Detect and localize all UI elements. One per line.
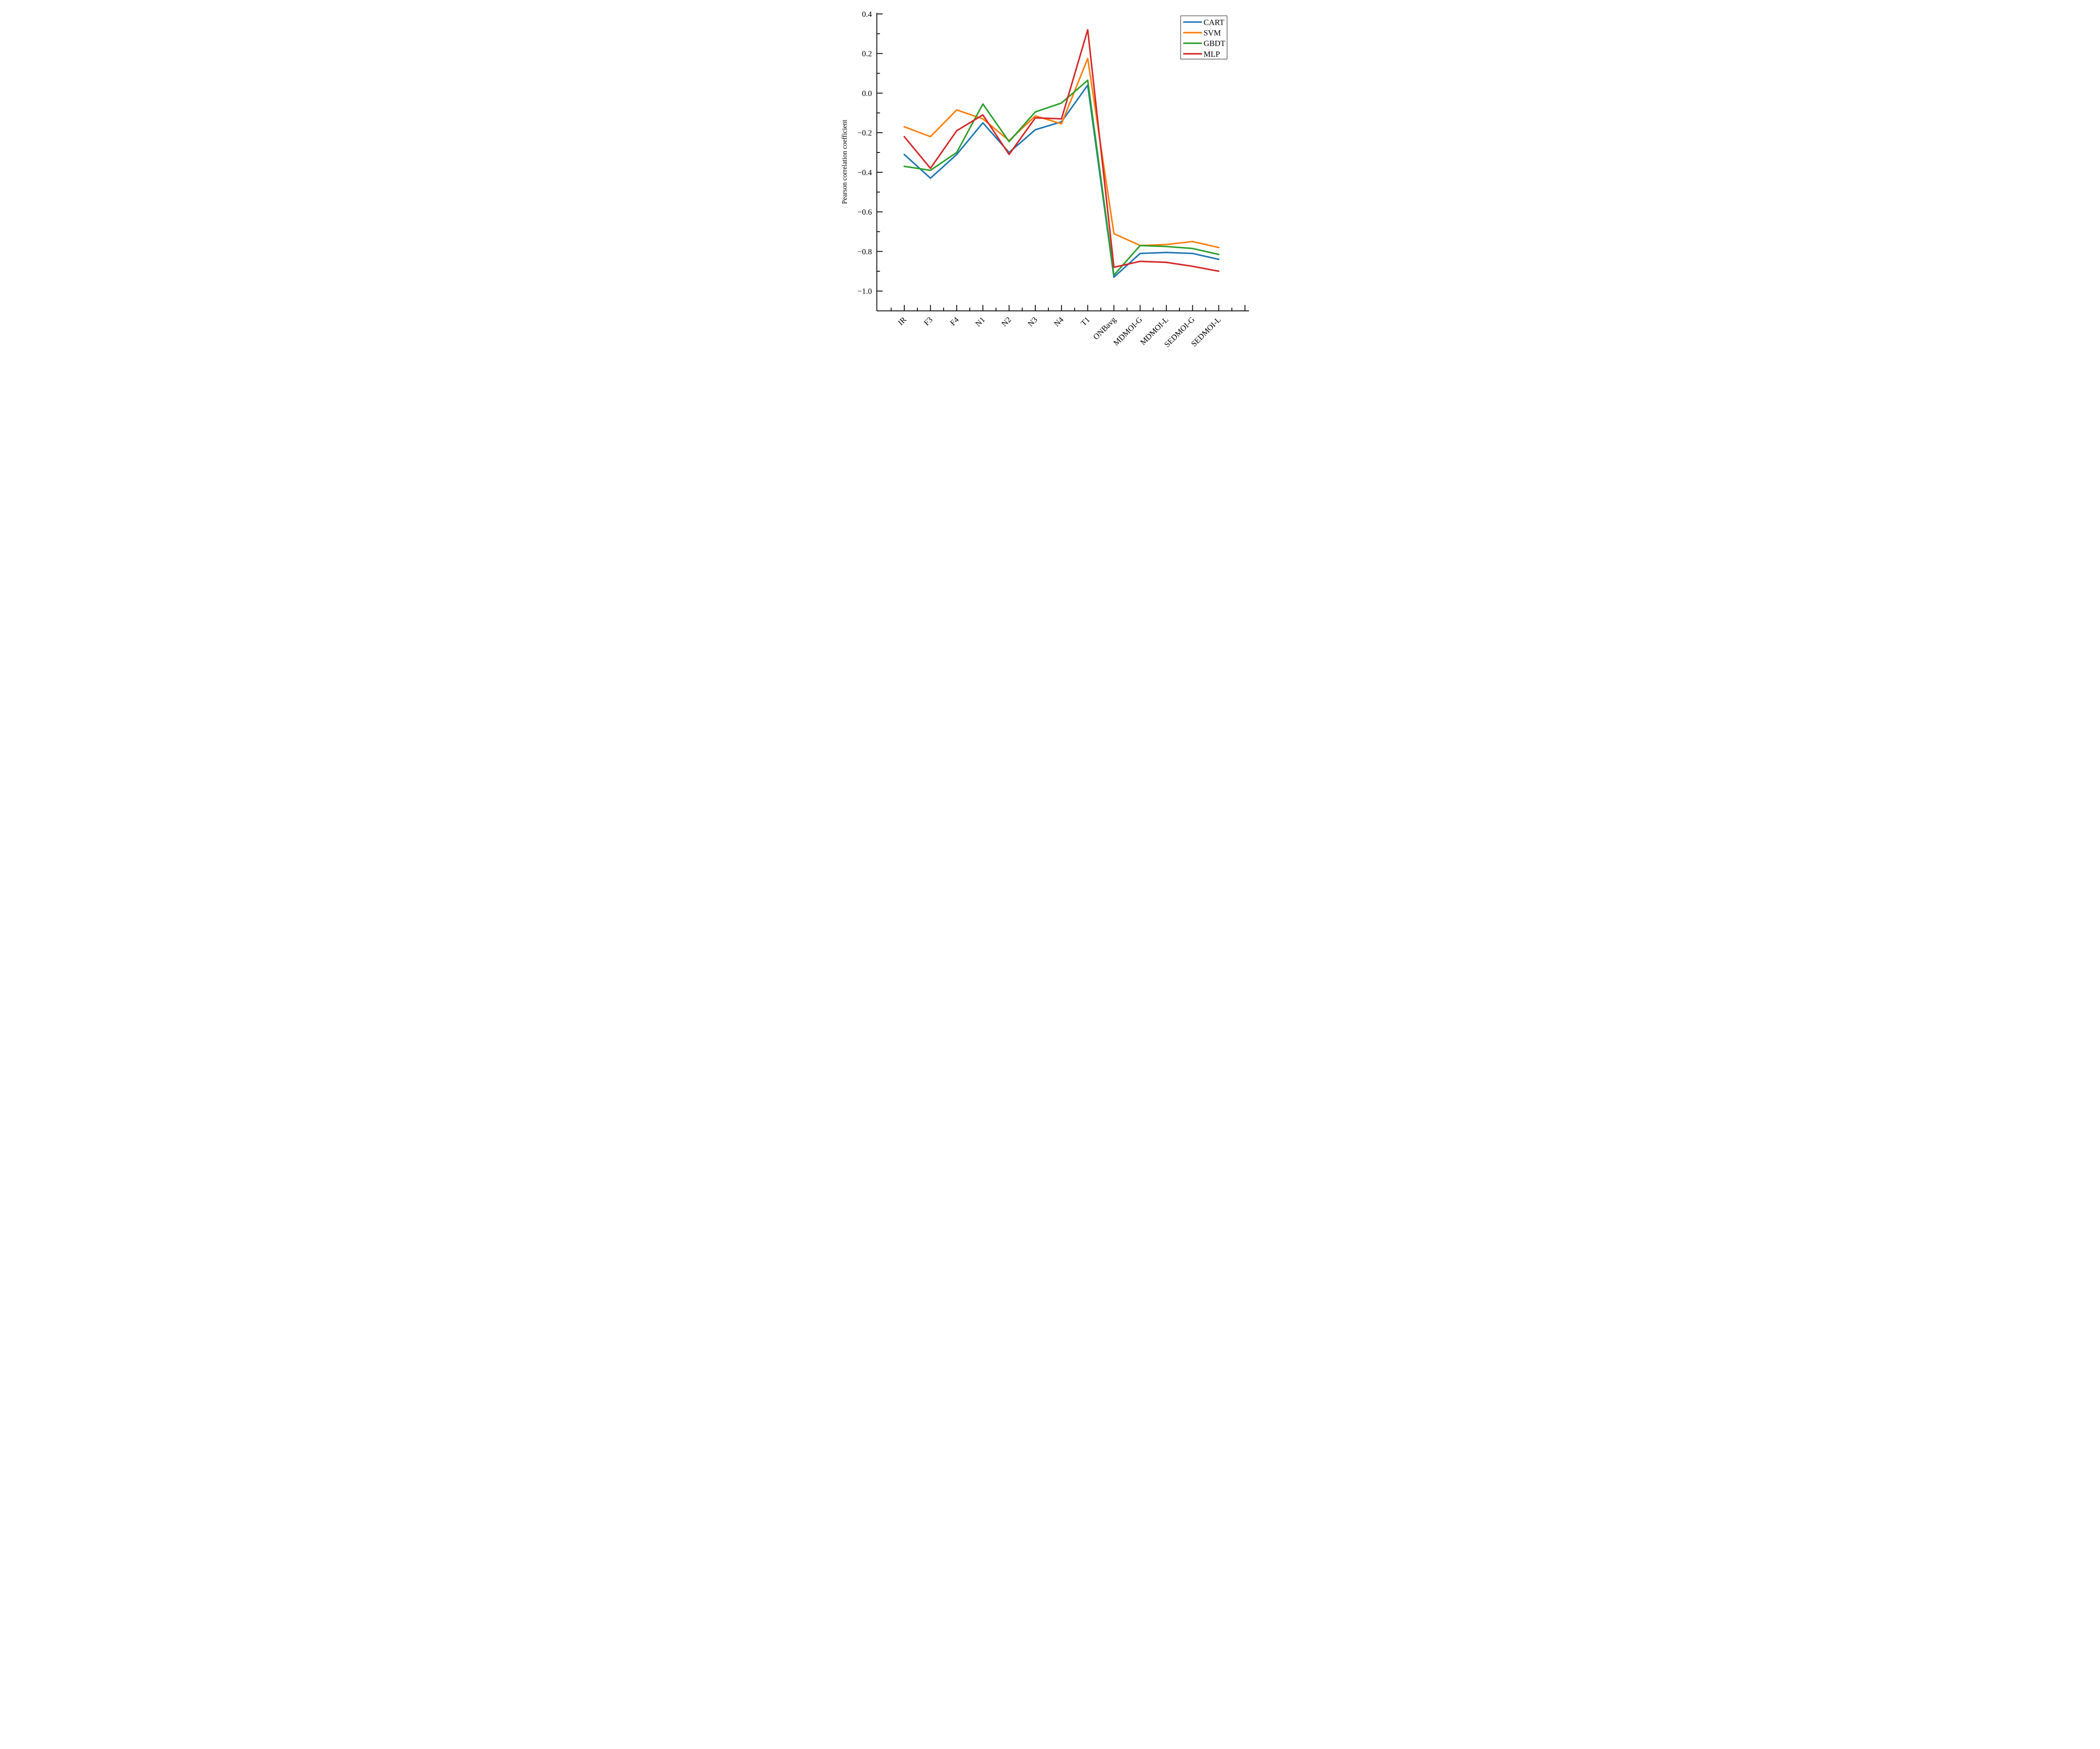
x-tick-label: N2 [1000,315,1013,328]
y-tick-label: 0.2 [862,50,872,58]
x-tick-label: IR [896,315,908,328]
y-tick-label: 0.4 [862,10,872,19]
series-line-gbdt [903,79,1220,276]
series-line-mlp [903,29,1220,272]
plot-lines [903,29,1220,278]
y-tick-label: −0.6 [857,208,872,217]
y-tick-label: −0.8 [857,247,872,256]
axes: 0.4 0.2 0.0 −0.2 −0.4 −0.6 −0.8 −1.0 IR F3 F4 N1 N2 N… [857,10,1249,349]
y-axis-title: Pearson correlation coefficient [840,120,848,204]
series-line-cart [903,84,1220,278]
line-chart: 0.4 0.2 0.0 −0.2 −0.4 −0.6 −0.8 −1.0 IR F3 F4 N1 N2 N… [840,10,1249,349]
x-tick-label: N4 [1052,315,1066,328]
y-tick-label: −0.2 [857,129,872,138]
x-tick-label: N3 [1026,315,1039,328]
legend-label-mlp: MLP [1203,50,1220,59]
y-tick-label: 0.0 [862,89,872,98]
y-tick-label: −1.0 [857,287,872,296]
x-tick-label: MDMOI-G [1112,315,1144,348]
x-tick-label: T1 [1079,315,1092,328]
figure: 0.4 0.2 0.0 −0.2 −0.4 −0.6 −0.8 −1.0 IR F3 F4 N1 N2 N… [834,0,1266,350]
series-line-svm [903,58,1220,249]
x-tick-label: F3 [922,315,934,328]
legend-box [1180,16,1227,60]
legend-label-svm: SVM [1203,29,1221,38]
x-tick-label: F4 [948,315,961,327]
x-tick-label: N1 [974,315,987,328]
legend-label-cart: CART [1203,18,1224,27]
y-tick-label: −0.4 [857,168,872,177]
legend-label-gbdt: GBDT [1203,39,1225,48]
x-tick-label: ONBavg [1092,315,1118,341]
